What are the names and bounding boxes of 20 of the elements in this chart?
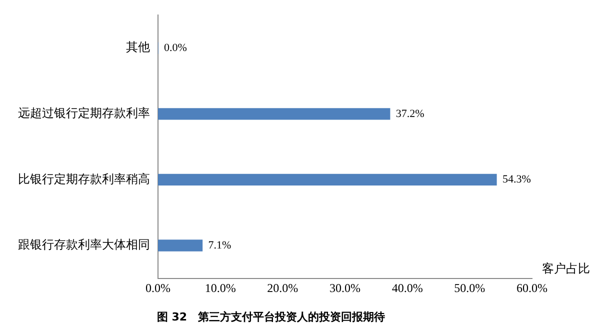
x-tick-label: 10.0% [204,280,236,295]
text: 图 32 第三方支付平台投资人的投资回报期待 [156,310,386,324]
x-tick-label: 50.0% [454,280,486,295]
bar [158,240,203,252]
x-tick-label: 60.0% [516,280,548,295]
data-label: 0.0% [164,42,187,54]
bar [158,108,390,120]
x-tick-label: 20.0% [267,280,298,295]
bar [158,174,497,186]
y-tick-label: 跟银行存款利率大体相同 [18,238,150,252]
x-tick-label: 40.0% [392,280,423,295]
data-label: 7.1% [208,239,232,252]
data-label: 37.2% [396,108,424,120]
y-tick-label: 其他 [126,40,150,54]
x-tick-label: 0.0% [146,280,170,295]
y-tick-label: 远超过银行定期存款利率 [18,106,150,120]
data-label: 54.3% [502,174,531,186]
x-tick-label: 30.0% [330,280,360,295]
x-axis-title: 客户占比 [542,261,590,276]
y-tick-label: 比银行定期存款利率稍高 [18,172,150,186]
